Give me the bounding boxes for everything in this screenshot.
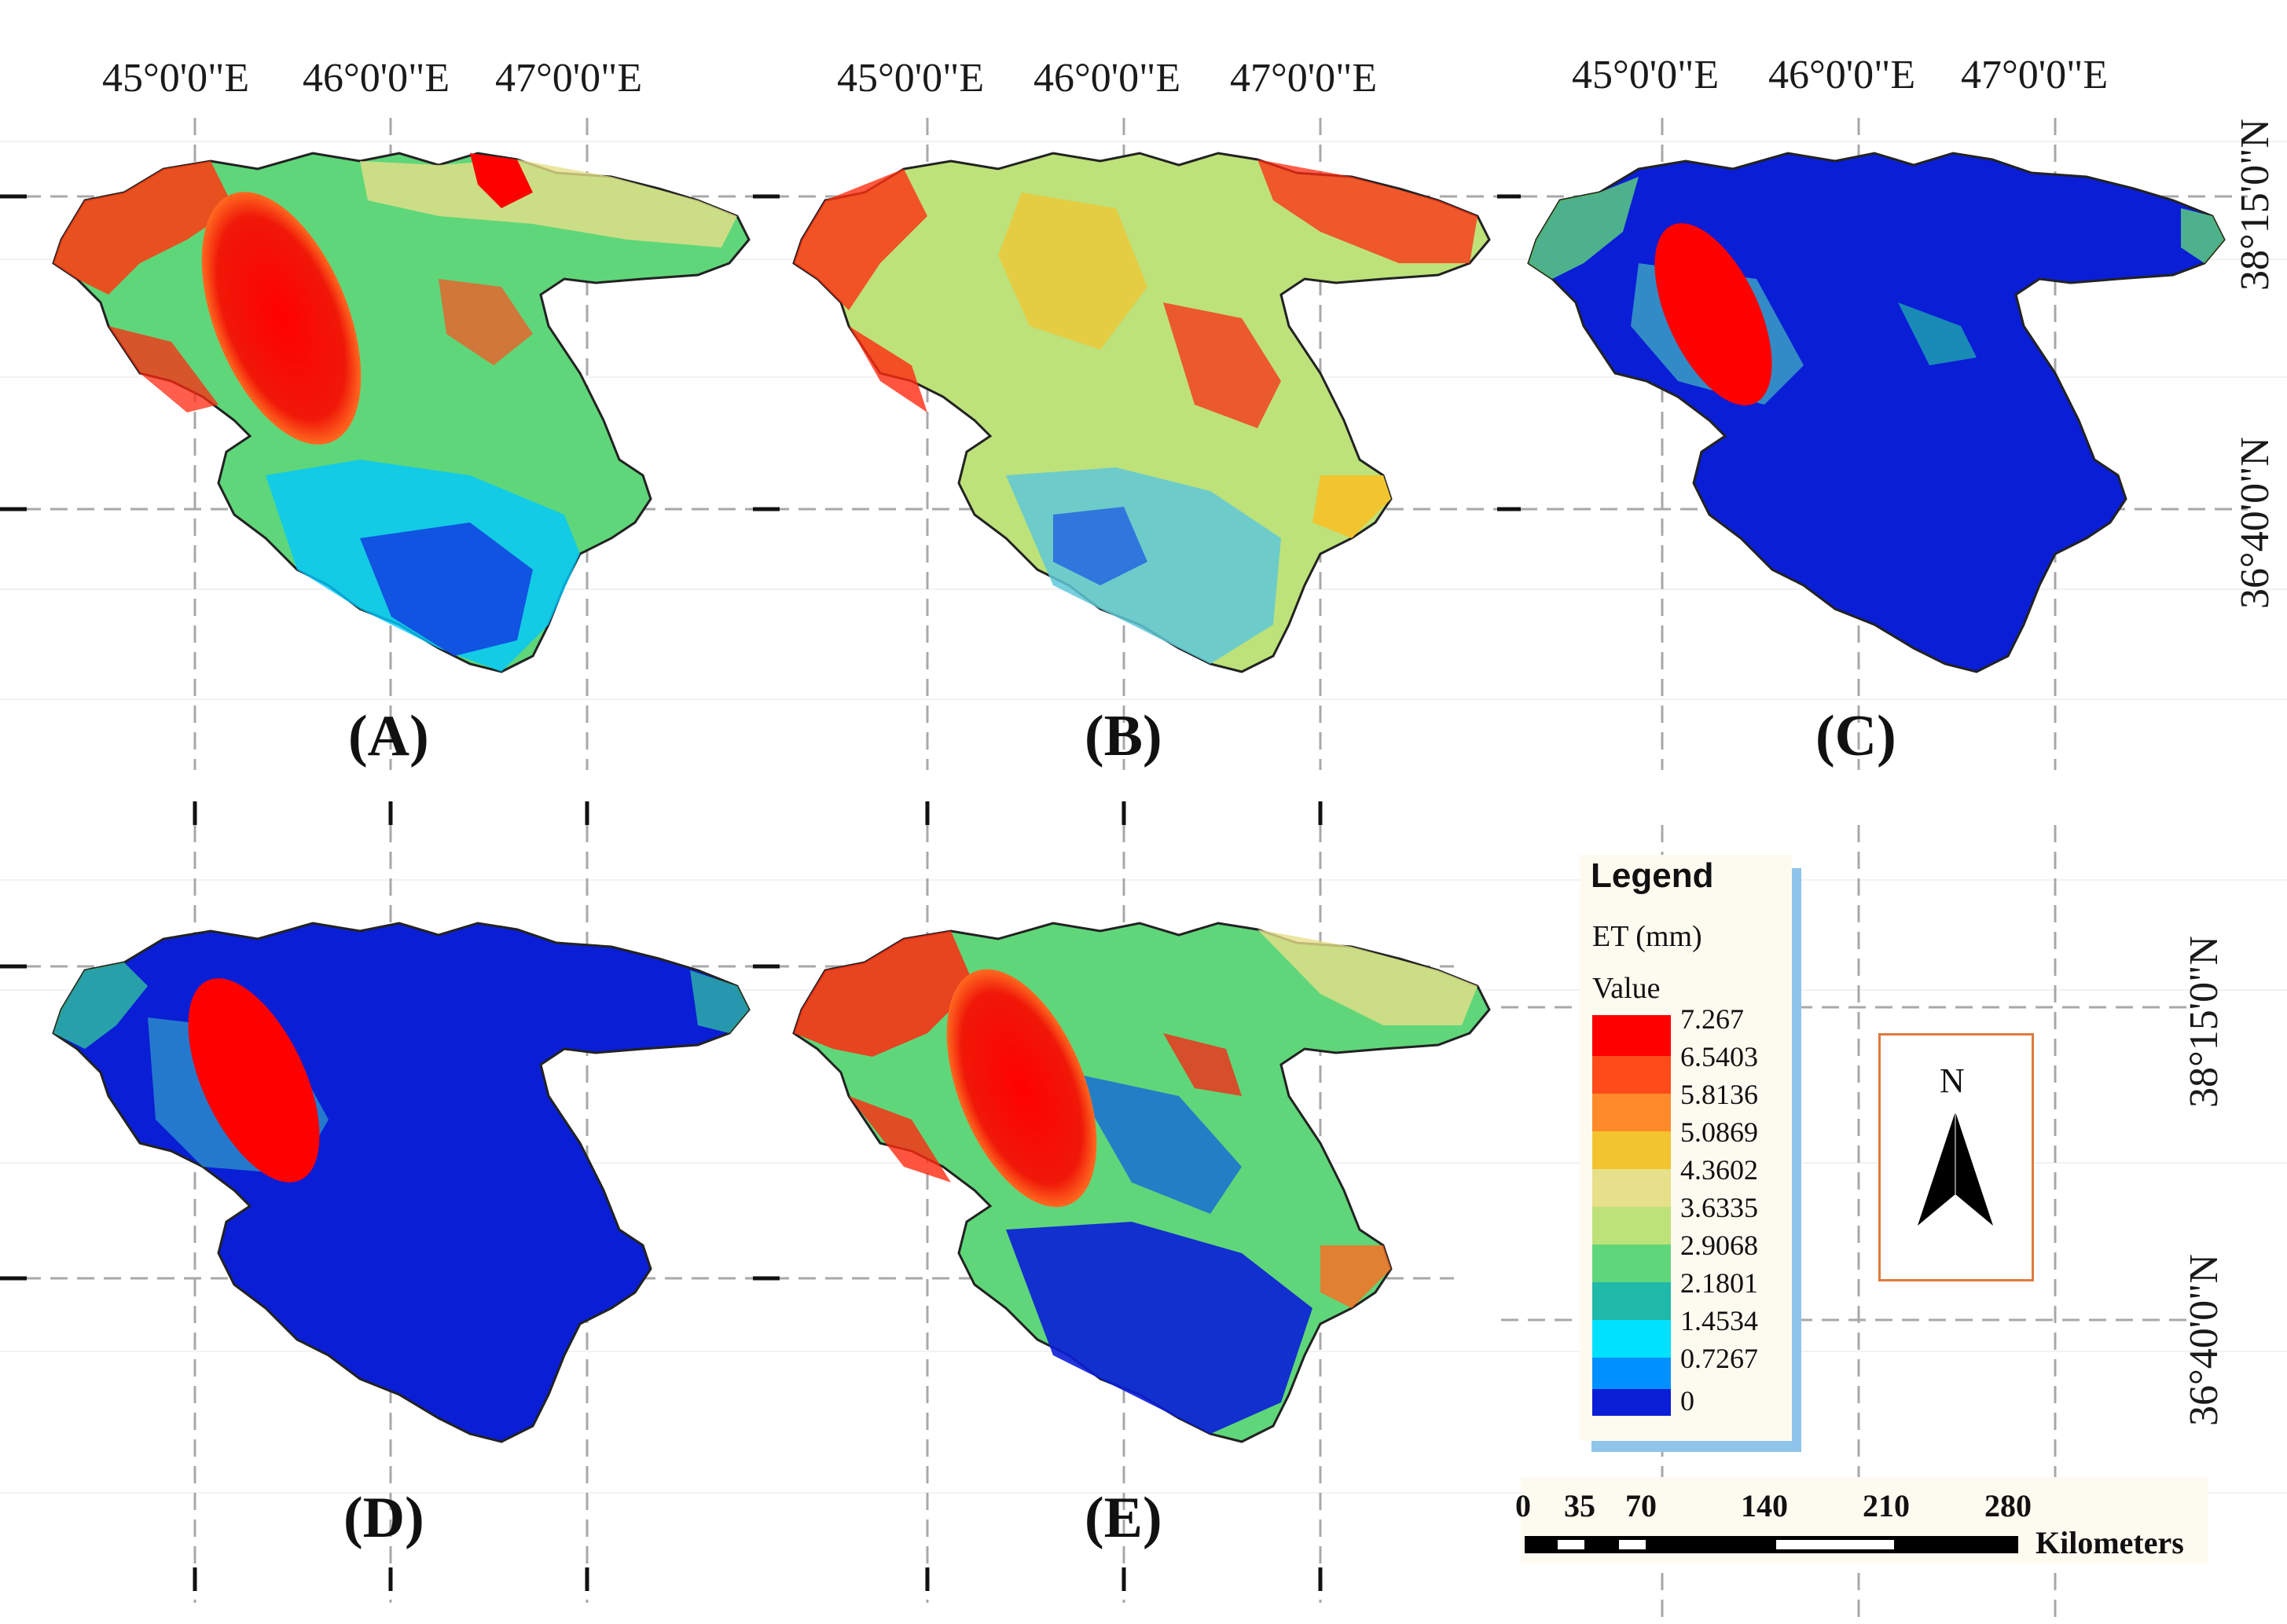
tick-marks xyxy=(0,194,1521,1591)
map-panel-d xyxy=(52,922,751,1443)
panel-label-d: (D) xyxy=(343,1486,424,1550)
panel-label-e: (E) xyxy=(1085,1486,1162,1550)
legend-tick: 0 xyxy=(1680,1385,1694,1417)
lon-label-46: 46°0'0"E xyxy=(1033,56,1181,101)
legend-tick: 1.4534 xyxy=(1680,1305,1758,1336)
scale-unit: Kilometers xyxy=(2036,1525,2184,1560)
legend-tick: 7.267 xyxy=(1680,1003,1744,1035)
legend-tick: 4.3602 xyxy=(1680,1154,1758,1186)
legend-variable: ET (mm) xyxy=(1592,920,1702,953)
map-panel-a xyxy=(52,152,751,673)
north-label: N xyxy=(1940,1061,1965,1100)
scale-tick: 0 xyxy=(1515,1488,1531,1523)
lon-label-47: 47°0'0"E xyxy=(1961,53,2109,97)
panel-label-a: (A) xyxy=(348,704,429,768)
lon-label-46: 46°0'0"E xyxy=(1768,53,1916,97)
lat-label-38-15: 38°15'0"N xyxy=(2182,936,2226,1108)
lon-label-46: 46°0'0"E xyxy=(303,56,450,101)
scale-tick: 70 xyxy=(1625,1488,1657,1523)
legend-title: Legend xyxy=(1591,856,1714,895)
lon-label-47: 47°0'0"E xyxy=(1230,56,1378,101)
legend-tick: 0.7267 xyxy=(1680,1343,1758,1374)
map-panel-b xyxy=(792,152,1491,673)
scale-tick: 35 xyxy=(1564,1488,1595,1523)
legend-tick: 2.9068 xyxy=(1680,1230,1758,1261)
legend-tick: 3.6335 xyxy=(1680,1192,1758,1223)
lon-label-45: 45°0'0"E xyxy=(1572,53,1720,97)
scale-tick: 210 xyxy=(1863,1488,1910,1523)
legend-tick: 5.0869 xyxy=(1680,1116,1758,1148)
lat-label-38-15: 38°15'0"N xyxy=(2233,119,2278,291)
legend-tick: 5.8136 xyxy=(1680,1079,1758,1110)
lon-label-45: 45°0'0"E xyxy=(837,56,985,101)
panel-label-b: (B) xyxy=(1085,704,1162,768)
legend-value-label: Value xyxy=(1592,972,1661,1005)
map-panel-e xyxy=(792,922,1491,1443)
lon-label-45: 45°0'0"E xyxy=(102,56,250,101)
lon-label-47: 47°0'0"E xyxy=(495,56,643,101)
panel-label-c: (C) xyxy=(1815,704,1896,768)
legend-tick: 6.5403 xyxy=(1680,1041,1758,1072)
legend-shadow xyxy=(1591,1438,1801,1452)
legend-tick: 2.1801 xyxy=(1680,1267,1758,1299)
scale-tick: 140 xyxy=(1741,1488,1788,1523)
lat-label-36-40: 36°40'0"N xyxy=(2182,1254,2226,1426)
scale-tick: 280 xyxy=(1984,1488,2032,1523)
map-panel-c xyxy=(1527,152,2226,673)
lat-label-36-40: 36°40'0"N xyxy=(2233,437,2278,609)
